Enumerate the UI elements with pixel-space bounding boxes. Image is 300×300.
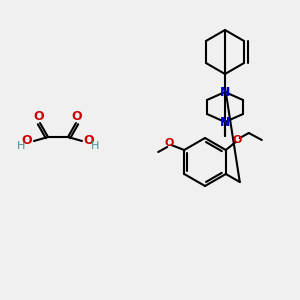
Text: O: O [164,138,174,148]
Text: O: O [72,110,82,124]
Text: O: O [34,110,44,124]
Text: H: H [91,141,99,151]
Text: N: N [220,85,230,98]
Text: H: H [17,141,25,151]
Text: O: O [84,134,94,146]
Text: O: O [232,135,242,145]
Text: N: N [220,116,230,128]
Text: O: O [22,134,32,146]
